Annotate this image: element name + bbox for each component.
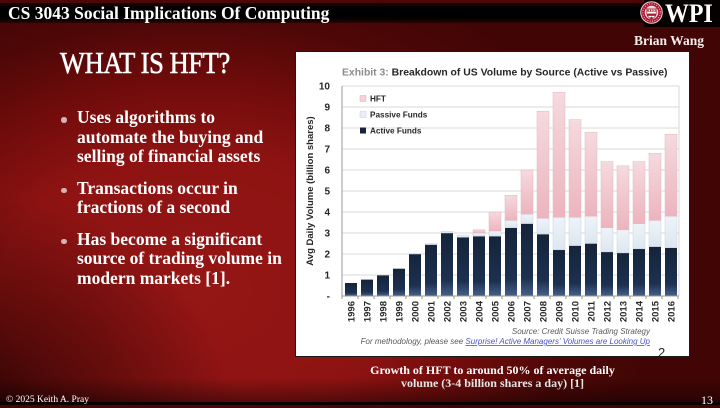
svg-text:1997: 1997 [363, 301, 374, 322]
svg-text:Avg Daily Volume (billion shar: Avg Daily Volume (billion shares) [305, 116, 316, 265]
svg-text:HFT: HFT [370, 94, 386, 103]
svg-text:Exhibit 3: Breakdown of US Vol: Exhibit 3: Breakdown of US Volume by Sou… [342, 68, 667, 79]
svg-text:9: 9 [324, 103, 330, 114]
svg-text:2004: 2004 [475, 300, 486, 322]
svg-text:2011: 2011 [587, 300, 598, 321]
svg-text:2001: 2001 [427, 300, 438, 322]
svg-text:2013: 2013 [619, 301, 630, 322]
svg-text:8: 8 [324, 124, 330, 135]
svg-text:2007: 2007 [523, 301, 534, 322]
svg-text:Active Funds: Active Funds [370, 126, 422, 135]
svg-text:2006: 2006 [507, 301, 518, 322]
svg-text:2008: 2008 [539, 301, 550, 322]
svg-text:2000: 2000 [411, 301, 422, 322]
svg-text:1996: 1996 [347, 301, 358, 322]
svg-text:2016: 2016 [667, 301, 678, 322]
svg-text:1998: 1998 [379, 301, 390, 322]
svg-text:-: - [327, 292, 330, 303]
svg-text:2005: 2005 [491, 300, 502, 322]
svg-text:2009: 2009 [555, 301, 566, 322]
svg-text:5: 5 [324, 187, 330, 198]
svg-text:1999: 1999 [395, 301, 406, 322]
svg-text:2010: 2010 [571, 301, 582, 322]
svg-text:2: 2 [324, 250, 330, 261]
svg-text:10: 10 [319, 82, 331, 93]
svg-text:2014: 2014 [635, 300, 646, 322]
svg-text:Source: Credit Suisse Trading: Source: Credit Suisse Trading Strategy [512, 327, 651, 336]
svg-text:2003: 2003 [459, 301, 470, 322]
svg-text:2015: 2015 [651, 300, 662, 322]
svg-text:2002: 2002 [443, 301, 454, 322]
svg-text:2012: 2012 [603, 301, 614, 322]
svg-text:6: 6 [324, 166, 330, 177]
svg-text:For methodology, please see Su: For methodology, please see Surprise! Ac… [361, 337, 651, 346]
svg-text:2: 2 [658, 345, 665, 356]
svg-text:Passive Funds: Passive Funds [370, 110, 428, 119]
svg-text:4: 4 [324, 208, 330, 219]
svg-text:7: 7 [324, 145, 330, 156]
svg-text:3: 3 [324, 229, 330, 240]
svg-text:1: 1 [324, 271, 330, 282]
